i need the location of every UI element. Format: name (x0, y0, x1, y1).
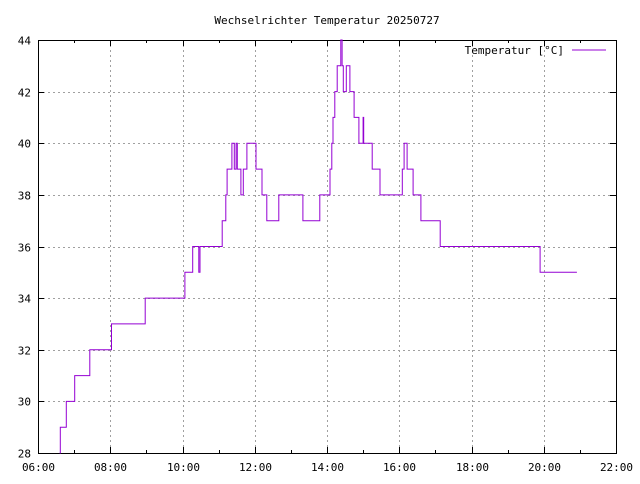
x-tick-label: 10:00 (167, 461, 200, 474)
y-tick-label: 28 (18, 448, 31, 461)
x-tick-label: 18:00 (456, 461, 489, 474)
series (59, 39, 577, 454)
x-tick-label: 06:00 (22, 461, 55, 474)
series-line-temperatur (59, 39, 577, 454)
y-tick-label: 32 (18, 345, 31, 358)
y-tick-label: 40 (18, 138, 31, 151)
y-tick-label: 34 (18, 293, 32, 306)
plot-border (38, 40, 617, 454)
x-tick-label: 08:00 (94, 461, 127, 474)
axes: 06:00 08:00 10:00 12:00 14:00 16:00 18:00 20:00… (18, 35, 633, 475)
x-tick-label: 14:00 (311, 461, 344, 474)
chart-title: Wechselrichter Temperatur 20250727 (214, 14, 439, 27)
x-tick-label: 22:00 (600, 461, 633, 474)
x-tick-label: 16:00 (383, 461, 416, 474)
y-tick-label: 36 (18, 242, 31, 255)
y-tick-label: 30 (18, 396, 31, 409)
legend-label: Temperatur [°C] (465, 44, 564, 57)
x-tick-label: 12:00 (239, 461, 272, 474)
y-tick-label: 44 (18, 35, 32, 48)
y-tick-label: 42 (18, 87, 31, 100)
legend: Temperatur [°C] (465, 44, 606, 57)
grid (38, 40, 616, 453)
y-tick-label: 38 (18, 190, 31, 203)
x-tick-label: 20:00 (528, 461, 561, 474)
